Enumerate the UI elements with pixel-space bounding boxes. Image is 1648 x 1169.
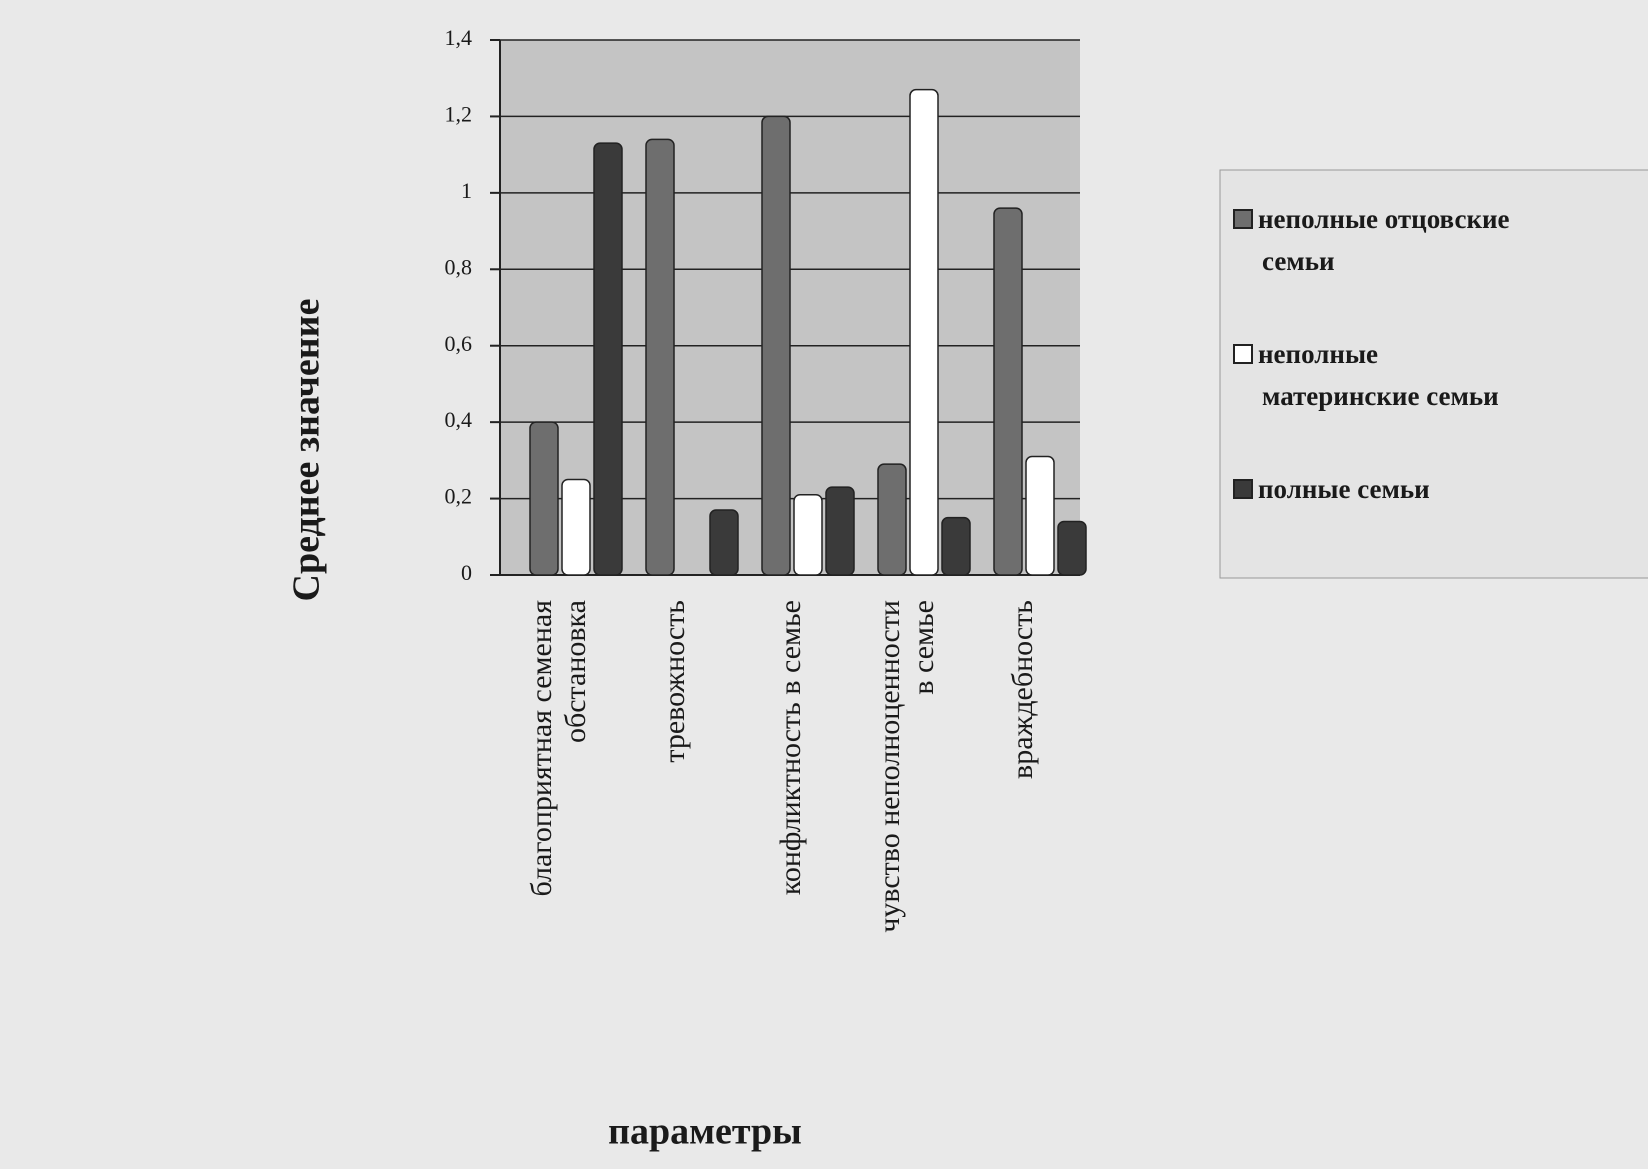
x-tick-label: враждебность bbox=[1006, 600, 1039, 779]
bar bbox=[877, 463, 907, 576]
x-tick-label: конфликтность в семье bbox=[774, 600, 807, 895]
label-line: материнские семьи bbox=[1262, 381, 1499, 411]
x-tick-label: чувство неполноценностив семье bbox=[873, 600, 940, 933]
label-line: неполные bbox=[1258, 339, 1378, 369]
legend-label: полные семьи bbox=[1258, 474, 1430, 504]
label-line: тревожность bbox=[658, 600, 691, 763]
bar bbox=[993, 207, 1023, 576]
label-line: семьи bbox=[1262, 246, 1335, 276]
bar bbox=[1057, 520, 1087, 576]
bar bbox=[593, 142, 623, 576]
legend bbox=[1219, 169, 1648, 579]
bar bbox=[825, 486, 855, 576]
y-tick-label: 1,4 bbox=[445, 25, 473, 50]
y-tick-label: 0,8 bbox=[445, 254, 473, 279]
bar bbox=[645, 138, 675, 576]
bar bbox=[761, 115, 791, 576]
y-tick-label: 0,2 bbox=[445, 484, 473, 509]
bar bbox=[561, 478, 591, 576]
legend-swatch bbox=[1233, 209, 1253, 229]
legend-swatch bbox=[1233, 344, 1253, 364]
label-line: конфликтность в семье bbox=[774, 600, 807, 895]
y-axis-label: Среднее значение bbox=[286, 299, 328, 602]
bar bbox=[793, 494, 823, 576]
bar bbox=[909, 88, 939, 576]
label-line: чувство неполноценности bbox=[873, 600, 906, 933]
y-tick-label: 0,4 bbox=[445, 407, 473, 432]
legend-swatch bbox=[1233, 479, 1253, 499]
legend-label: неполные материнские семьи bbox=[1258, 339, 1499, 411]
y-tick-label: 1 bbox=[461, 178, 472, 203]
bar bbox=[709, 509, 739, 576]
label-line: полные семьи bbox=[1258, 474, 1430, 504]
bar bbox=[529, 421, 559, 576]
y-tick-label: 0 bbox=[461, 560, 472, 585]
label-line: обстановка bbox=[559, 600, 592, 743]
y-tick-label: 0,6 bbox=[445, 331, 473, 356]
bar bbox=[1025, 455, 1055, 576]
label-line: неполные отцовские bbox=[1258, 204, 1510, 234]
label-line: враждебность bbox=[1006, 600, 1039, 779]
x-tick-label: благоприятная семенаяобстановка bbox=[525, 600, 592, 897]
y-tick-label: 1,2 bbox=[445, 101, 473, 126]
legend-label: неполные отцовские семьи bbox=[1258, 204, 1510, 276]
label-line: в семье bbox=[907, 600, 940, 695]
bar bbox=[941, 516, 971, 576]
label-line: благоприятная семеная bbox=[525, 600, 558, 897]
x-axis-label: параметры bbox=[608, 1111, 802, 1153]
x-tick-label: тревожность bbox=[658, 600, 691, 763]
